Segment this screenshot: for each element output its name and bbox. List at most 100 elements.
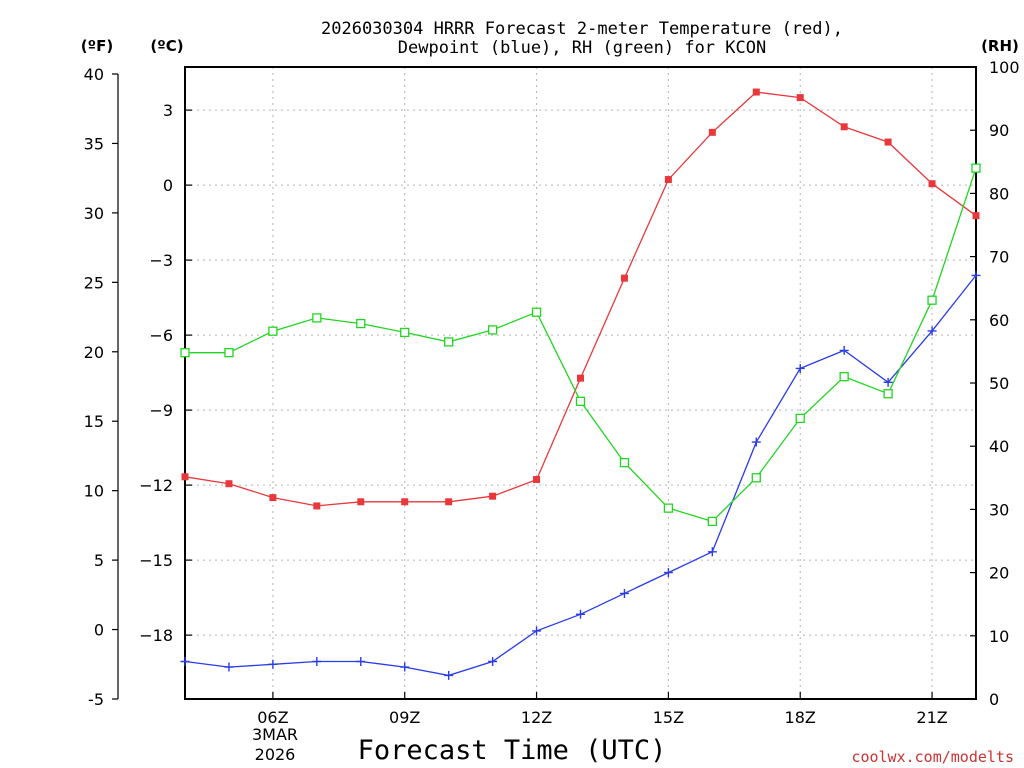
f-tick-label: 35 bbox=[84, 134, 104, 153]
c-tick-label: −6 bbox=[149, 326, 173, 345]
data-point bbox=[444, 670, 454, 680]
f-tick-label: 5 bbox=[94, 551, 104, 570]
data-point bbox=[751, 473, 761, 483]
plot-frame bbox=[184, 66, 977, 700]
data-point bbox=[840, 123, 848, 131]
series-green bbox=[180, 163, 981, 527]
c-tick-label: −15 bbox=[139, 551, 173, 570]
data-point bbox=[796, 94, 804, 102]
data-point bbox=[401, 498, 409, 506]
data-point bbox=[620, 274, 628, 282]
data-point bbox=[487, 325, 498, 335]
data-point bbox=[663, 568, 673, 578]
c-tick-label: 0 bbox=[163, 176, 173, 195]
data-point bbox=[972, 212, 980, 220]
x-tick-label: 12Z bbox=[521, 708, 552, 727]
celsius-axis: 3 0 −3 −6 −9 −12 −15 −18 bbox=[139, 101, 192, 645]
fahrenheit-axis: 40 35 30 25 20 15 10 5 0 -5 bbox=[84, 65, 118, 709]
data-point bbox=[883, 389, 893, 399]
rh-tick-label: 100 bbox=[989, 58, 1020, 77]
data-point bbox=[664, 176, 672, 184]
data-point bbox=[927, 295, 937, 305]
data-point bbox=[313, 502, 321, 510]
data-point bbox=[577, 374, 584, 382]
date-label-year: 2026 bbox=[255, 745, 296, 764]
f-tick-label: 10 bbox=[84, 482, 104, 501]
f-tick-label: 15 bbox=[84, 412, 104, 431]
gridlines bbox=[185, 67, 976, 699]
series-layer bbox=[180, 88, 981, 680]
data-point bbox=[488, 657, 498, 666]
c-tick-label: −3 bbox=[149, 251, 173, 270]
series-line bbox=[184, 91, 977, 507]
chart-title-line2: Dewpoint (blue), RH (green) for KCON bbox=[398, 38, 766, 58]
rh-tick-label: 20 bbox=[989, 564, 1009, 583]
rh-tick-label: 10 bbox=[989, 627, 1009, 646]
data-point bbox=[883, 377, 893, 387]
data-point bbox=[181, 473, 189, 481]
rh-tick-label: 30 bbox=[989, 500, 1009, 519]
data-point bbox=[575, 396, 586, 406]
data-point bbox=[971, 270, 981, 280]
x-axis-title: Forecast Time (UTC) bbox=[358, 735, 667, 766]
f-tick-label: 20 bbox=[84, 343, 104, 362]
data-point bbox=[356, 657, 366, 666]
fahrenheit-unit-label: (ºF) bbox=[81, 37, 113, 55]
data-point bbox=[619, 457, 630, 468]
data-point bbox=[707, 516, 717, 527]
data-point bbox=[268, 326, 278, 336]
x-tick-label: 09Z bbox=[389, 708, 420, 727]
data-point bbox=[400, 662, 410, 672]
x-tick-label: 15Z bbox=[653, 708, 684, 727]
data-point bbox=[312, 657, 322, 666]
data-point bbox=[576, 609, 585, 619]
data-point bbox=[180, 657, 190, 666]
data-point bbox=[795, 363, 805, 373]
data-point bbox=[928, 180, 936, 188]
c-tick-label: −18 bbox=[139, 626, 173, 645]
data-point bbox=[269, 494, 277, 502]
data-point bbox=[224, 662, 234, 672]
data-point bbox=[356, 318, 366, 329]
data-point bbox=[180, 348, 190, 358]
rh-tick-label: 60 bbox=[989, 311, 1009, 330]
data-point bbox=[533, 476, 541, 484]
f-tick-label: -5 bbox=[88, 690, 104, 709]
data-point bbox=[663, 503, 674, 513]
rh-tick-label: 70 bbox=[989, 248, 1009, 267]
rh-unit-label: (RH) bbox=[981, 37, 1019, 55]
data-point bbox=[795, 413, 805, 424]
data-point bbox=[927, 326, 937, 336]
series-blue bbox=[180, 270, 981, 680]
credit-text: coolwx.com/modelts bbox=[851, 748, 1014, 766]
data-point bbox=[224, 348, 234, 358]
data-point bbox=[752, 88, 760, 96]
f-tick-label: 40 bbox=[84, 65, 104, 84]
data-point bbox=[489, 492, 497, 500]
data-point bbox=[839, 372, 849, 382]
f-tick-label: 0 bbox=[94, 621, 104, 640]
data-point bbox=[884, 138, 892, 146]
data-point bbox=[312, 313, 322, 323]
data-point bbox=[445, 498, 453, 506]
data-point bbox=[532, 626, 542, 636]
date-label-month: 3MAR bbox=[252, 725, 298, 744]
f-tick-label: 25 bbox=[84, 273, 104, 292]
c-tick-label: −12 bbox=[139, 476, 173, 495]
x-tick-label: 06Z bbox=[257, 708, 288, 727]
data-point bbox=[531, 307, 542, 317]
data-point bbox=[444, 337, 454, 347]
data-point bbox=[707, 547, 717, 557]
f-tick-label: 30 bbox=[84, 204, 104, 223]
data-point bbox=[619, 588, 629, 598]
time-axis: 06Z 09Z 12Z 15Z 18Z 21Z bbox=[257, 692, 948, 727]
chart-title-line1: 2026030304 HRRR Forecast 2-meter Tempera… bbox=[321, 19, 843, 39]
rh-tick-label: 0 bbox=[989, 690, 999, 709]
series-red bbox=[181, 88, 980, 510]
x-tick-label: 21Z bbox=[916, 708, 947, 727]
celsius-unit-label: (ºC) bbox=[150, 37, 183, 55]
c-tick-label: −9 bbox=[149, 401, 173, 420]
data-point bbox=[225, 480, 233, 488]
series-line bbox=[185, 167, 977, 523]
